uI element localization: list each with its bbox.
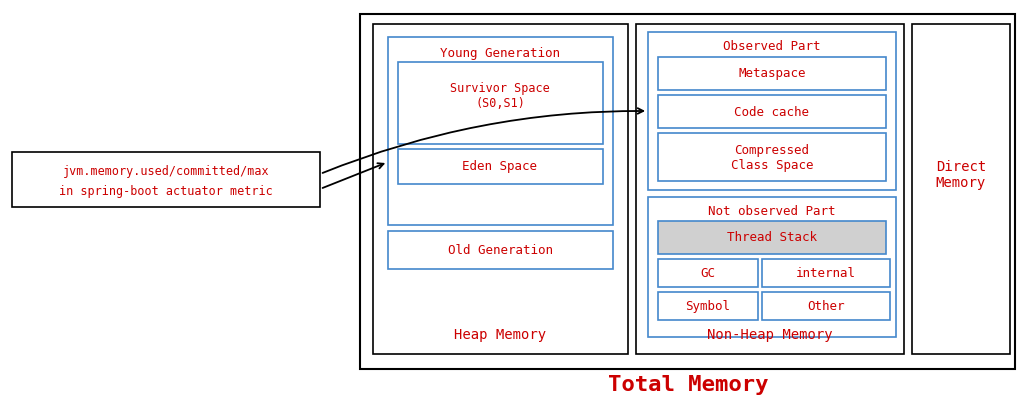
Text: Thread Stack: Thread Stack xyxy=(727,231,817,244)
Text: Other: Other xyxy=(807,300,845,313)
Text: Metaspace: Metaspace xyxy=(738,67,806,80)
Text: Observed Part: Observed Part xyxy=(724,41,820,53)
Text: Total Memory: Total Memory xyxy=(608,374,768,394)
Text: Non-Heap Memory: Non-Heap Memory xyxy=(707,327,833,341)
Text: Compressed
Class Space: Compressed Class Space xyxy=(731,144,813,172)
Text: Direct
Memory: Direct Memory xyxy=(935,160,986,190)
Text: internal: internal xyxy=(796,267,856,280)
Text: in spring-boot actuator metric: in spring-boot actuator metric xyxy=(60,185,272,198)
Text: jvm.memory.used/committed/max: jvm.memory.used/committed/max xyxy=(63,165,269,178)
Text: Survivor Space
(S0,S1): Survivor Space (S0,S1) xyxy=(450,82,550,110)
Text: GC: GC xyxy=(700,267,715,280)
Text: Symbol: Symbol xyxy=(686,300,731,313)
Text: Old Generation: Old Generation xyxy=(447,244,552,257)
Text: Eden Space: Eden Space xyxy=(463,160,538,173)
Text: Not observed Part: Not observed Part xyxy=(708,205,836,218)
Text: Young Generation: Young Generation xyxy=(440,47,560,59)
Text: Code cache: Code cache xyxy=(734,105,809,118)
FancyBboxPatch shape xyxy=(658,221,886,254)
Text: Heap Memory: Heap Memory xyxy=(454,327,546,341)
